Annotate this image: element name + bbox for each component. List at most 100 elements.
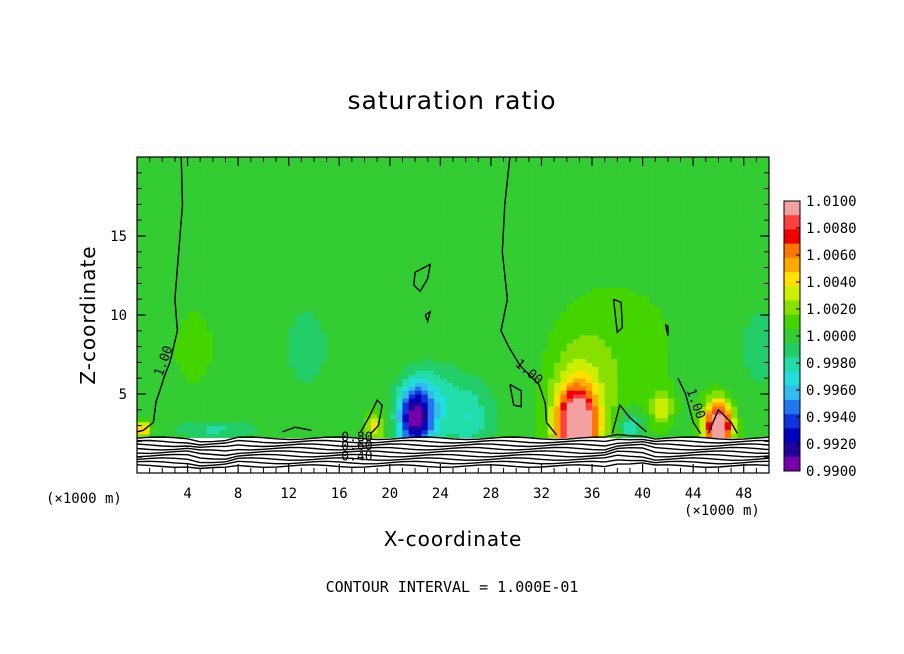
heatmap-cell [427,417,435,423]
heatmap-cell [497,437,505,442]
heatmap-cell [446,315,454,320]
heatmap-cell [509,188,517,194]
heatmap-cell [478,259,486,265]
heatmap-cell [383,160,391,166]
heatmap-cell [459,413,467,419]
heatmap-cell [471,409,479,415]
heatmap-cell [377,216,385,221]
heatmap-cell [143,271,151,277]
heatmap-cell [181,342,189,348]
heatmap-cell [358,358,366,363]
heatmap-cell [509,279,517,284]
heatmap-cell [484,184,492,190]
heatmap-cell [149,212,157,217]
heatmap-cell [427,469,435,473]
heatmap-cell [238,263,246,269]
heatmap-cell [282,247,290,253]
heatmap-cell [402,275,410,281]
heatmap-cell [434,287,441,292]
heatmap-cell [440,247,448,253]
heatmap-cell [162,346,170,352]
heatmap-cell [174,232,182,237]
heatmap-cell [402,184,410,190]
heatmap-cell [219,247,227,253]
heatmap-cell [503,239,511,245]
heatmap-cell [490,358,498,363]
heatmap-cell [471,342,479,348]
heatmap-cell [402,358,410,363]
heatmap-cell [427,374,435,379]
heatmap-cell [440,299,448,304]
heatmap-cell [168,176,176,182]
heatmap-cell [212,311,220,316]
heatmap-cell [313,322,321,328]
heatmap-cell [206,354,214,360]
heatmap-cell [453,216,460,221]
heatmap-cell [459,358,467,363]
heatmap-cell [434,445,441,450]
heatmap-cell [181,330,189,336]
heatmap-cell [497,362,505,367]
heatmap-cell [206,164,214,170]
heatmap-cell [187,303,195,308]
heatmap-cell [149,390,157,395]
heatmap-cell [351,224,359,229]
heatmap-cell [250,295,258,300]
heatmap-cell [345,208,353,213]
heatmap-cell [471,216,479,221]
heatmap-cell [206,338,214,344]
heatmap-cell [301,212,309,217]
heatmap-cell [206,346,214,352]
heatmap-cell [295,366,302,371]
heatmap-cell [453,318,460,324]
heatmap-cell [484,291,492,296]
heatmap-cell [162,184,170,190]
heatmap-cell [377,405,385,411]
heatmap-cell [484,287,492,292]
heatmap-cell [326,413,334,419]
heatmap-cell [143,315,151,320]
heatmap-cell [509,465,517,470]
heatmap-cell [339,397,347,403]
heatmap-cell [231,311,239,316]
heatmap-cell [181,283,189,288]
heatmap-cell [370,271,378,277]
heatmap-cell [389,413,397,419]
heatmap-cell [364,275,372,281]
heatmap-cell [149,291,157,296]
heatmap-cell [193,232,201,237]
heatmap-cell [509,180,517,186]
heatmap-cell [162,232,170,237]
heatmap-cell [257,164,264,170]
heatmap-cell [408,295,416,300]
heatmap-cell [206,370,214,375]
heatmap-cell [402,394,410,399]
heatmap-cell [143,299,151,304]
heatmap-cell [282,413,290,419]
heatmap-cell [326,291,334,296]
heatmap-cell [238,212,246,217]
heatmap-cell [193,338,201,344]
heatmap-cell [516,346,524,352]
heatmap-cell [155,307,163,312]
heatmap-cell [478,168,486,174]
heatmap-cell [446,334,454,340]
heatmap-cell [364,255,372,261]
heatmap-cell [162,196,170,202]
heatmap-cell [181,445,189,450]
heatmap-cell [522,157,530,162]
heatmap-cell [326,378,334,383]
heatmap-cell [471,425,479,431]
heatmap-cell [238,461,246,466]
heatmap-cell [522,366,530,371]
heatmap-cell [339,291,347,296]
heatmap-cell [377,318,385,324]
heatmap-cell [389,429,397,435]
heatmap-cell [332,243,340,249]
heatmap-cell [370,409,378,415]
heatmap-cell [282,239,290,245]
heatmap-cell [244,417,252,423]
heatmap-cell [358,196,366,202]
heatmap-cell [263,172,271,178]
heatmap-cell [282,394,290,399]
